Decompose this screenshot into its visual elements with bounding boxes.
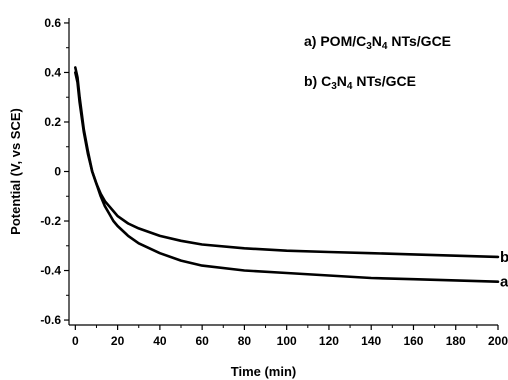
legend-a-sub1: 3 — [366, 41, 372, 52]
x-tick-label: 140 — [361, 334, 381, 348]
x-tick-label: 200 — [488, 334, 508, 348]
series-end-label-a: a — [500, 274, 508, 291]
legend-a-sub2: 4 — [382, 41, 388, 52]
x-tick-label: 160 — [403, 334, 423, 348]
x-tick-label: 120 — [319, 334, 339, 348]
y-tick-label: -0.2 — [40, 214, 61, 228]
x-ticks: 0 20 40 60 80 100 120 140 160 180 200 — [72, 325, 508, 348]
series-line-b — [74, 66, 500, 259]
x-tick-label: 180 — [446, 334, 466, 348]
legend-b-mid: N — [337, 73, 347, 89]
series-group — [74, 66, 500, 284]
y-tick-label: 0 — [54, 165, 61, 179]
y-tick-label: 0.4 — [44, 65, 61, 79]
x-tick-label: 40 — [153, 334, 167, 348]
legend-b-sub1: 3 — [331, 81, 337, 92]
x-axis-title: Time (min) — [231, 364, 297, 379]
y-ticks: -0.6 -0.4 -0.2 0 0.2 0.4 0.6 — [40, 16, 69, 327]
legend-a-prefix: a) POM/C — [304, 33, 366, 49]
x-tick-label: 60 — [195, 334, 209, 348]
y-tick-label: -0.6 — [40, 313, 61, 327]
legend-b-suffix: NTs/GCE — [352, 73, 416, 89]
x-tick-label: 80 — [238, 334, 252, 348]
y-tick-label: 0.2 — [44, 115, 61, 129]
x-tick-label: 20 — [111, 334, 125, 348]
legend-b-prefix: b) C — [304, 73, 331, 89]
x-tick-label: 0 — [72, 334, 79, 348]
x-tick-label: 100 — [277, 334, 297, 348]
legend-entry-a: a) POM/C3N4 NTs/GCE — [304, 33, 451, 52]
series-end-label-b: b — [500, 249, 508, 266]
y-tick-label: 0.6 — [44, 16, 61, 30]
legend-b-sub2: 4 — [347, 81, 353, 92]
y-axis-title: Potential (V, vs SCE) — [8, 108, 23, 235]
legend: a) POM/C3N4 NTs/GCE b) C3N4 NTs/GCE — [304, 33, 451, 92]
y-tick-label: -0.4 — [40, 264, 61, 278]
legend-a-suffix: NTs/GCE — [387, 33, 451, 49]
legend-a-mid: N — [372, 33, 382, 49]
end-labels: ab — [500, 249, 508, 291]
legend-entry-b: b) C3N4 NTs/GCE — [304, 73, 416, 92]
